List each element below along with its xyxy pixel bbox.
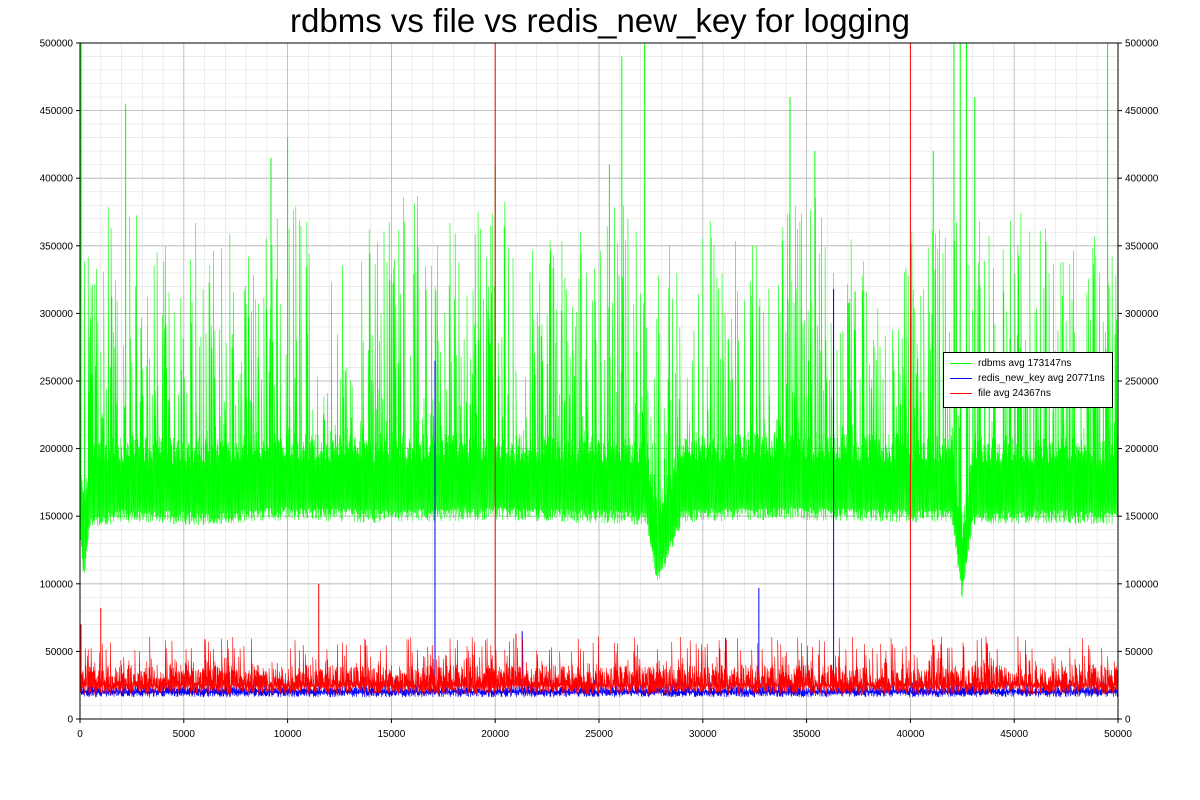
y-axis-left: 0 50000 100000 150000 200000 250000 300000 3500… bbox=[40, 39, 80, 726]
y-tick-label-left: 450000 bbox=[40, 106, 74, 117]
y-tick-label-left: 100000 bbox=[40, 579, 74, 590]
series-line-0 bbox=[79, 195, 1119, 598]
legend-swatch-rdbms bbox=[950, 362, 972, 364]
y-tick-label-right: 200000 bbox=[1125, 444, 1159, 455]
y-tick-label-right: 50000 bbox=[1125, 647, 1153, 658]
legend-swatch-redis-new-key bbox=[950, 377, 972, 379]
x-tick-label: 0 bbox=[77, 729, 83, 740]
x-tick-label: 30000 bbox=[689, 729, 717, 740]
y-tick-label-left: 400000 bbox=[40, 174, 74, 185]
y-tick-label-left: 200000 bbox=[40, 444, 74, 455]
x-axis: 0 5000 10000 15000 20000 25000 30000 35000 40000… bbox=[77, 719, 1132, 740]
y-tick-label-right: 150000 bbox=[1125, 512, 1159, 523]
y-tick-label-right: 0 bbox=[1125, 715, 1131, 726]
series-layer bbox=[79, 43, 1119, 698]
x-tick-label: 35000 bbox=[793, 729, 821, 740]
legend-label-redis-new-key: redis_new_key avg 20771ns bbox=[978, 373, 1105, 384]
legend-label-file: file avg 24367ns bbox=[978, 388, 1051, 399]
y-tick-label-left: 0 bbox=[67, 715, 73, 726]
x-tick-label: 5000 bbox=[173, 729, 196, 740]
legend-label-rdbms: rdbms avg 173147ns bbox=[978, 358, 1072, 369]
legend-entry-rdbms: rdbms avg 173147ns bbox=[950, 356, 1112, 371]
y-tick-label-right: 100000 bbox=[1125, 579, 1159, 590]
y-tick-label-left: 300000 bbox=[40, 309, 74, 320]
y-axis-right: 0 50000 100000 150000 200000 250000 300000 3500… bbox=[1118, 39, 1159, 726]
x-tick-label: 50000 bbox=[1104, 729, 1132, 740]
y-tick-label-left: 250000 bbox=[40, 377, 74, 388]
y-tick-label-right: 300000 bbox=[1125, 309, 1159, 320]
x-tick-label: 10000 bbox=[274, 729, 302, 740]
y-tick-label-left: 50000 bbox=[45, 647, 73, 658]
x-tick-label: 20000 bbox=[481, 729, 509, 740]
series-line-2 bbox=[79, 636, 1119, 695]
y-tick-label-right: 250000 bbox=[1125, 377, 1159, 388]
y-tick-label-left: 150000 bbox=[40, 512, 74, 523]
y-tick-label-left: 350000 bbox=[40, 241, 74, 252]
x-tick-label: 25000 bbox=[585, 729, 613, 740]
x-tick-label: 40000 bbox=[896, 729, 924, 740]
legend-swatch-file bbox=[950, 392, 972, 394]
y-tick-label-right: 500000 bbox=[1125, 39, 1159, 50]
chart-title: rdbms vs file vs redis_new_key for loggi… bbox=[290, 2, 910, 39]
y-tick-label-right: 450000 bbox=[1125, 106, 1159, 117]
legend-entry-file: file avg 24367ns bbox=[950, 386, 1112, 401]
y-tick-label-right: 350000 bbox=[1125, 241, 1159, 252]
y-tick-label-right: 400000 bbox=[1125, 174, 1159, 185]
x-tick-label: 45000 bbox=[1000, 729, 1028, 740]
legend: rdbms avg 173147ns redis_new_key avg 207… bbox=[943, 352, 1113, 408]
y-tick-label-left: 500000 bbox=[40, 39, 74, 50]
x-tick-label: 15000 bbox=[377, 729, 405, 740]
legend-entry-redis-new-key: redis_new_key avg 20771ns bbox=[950, 371, 1112, 386]
